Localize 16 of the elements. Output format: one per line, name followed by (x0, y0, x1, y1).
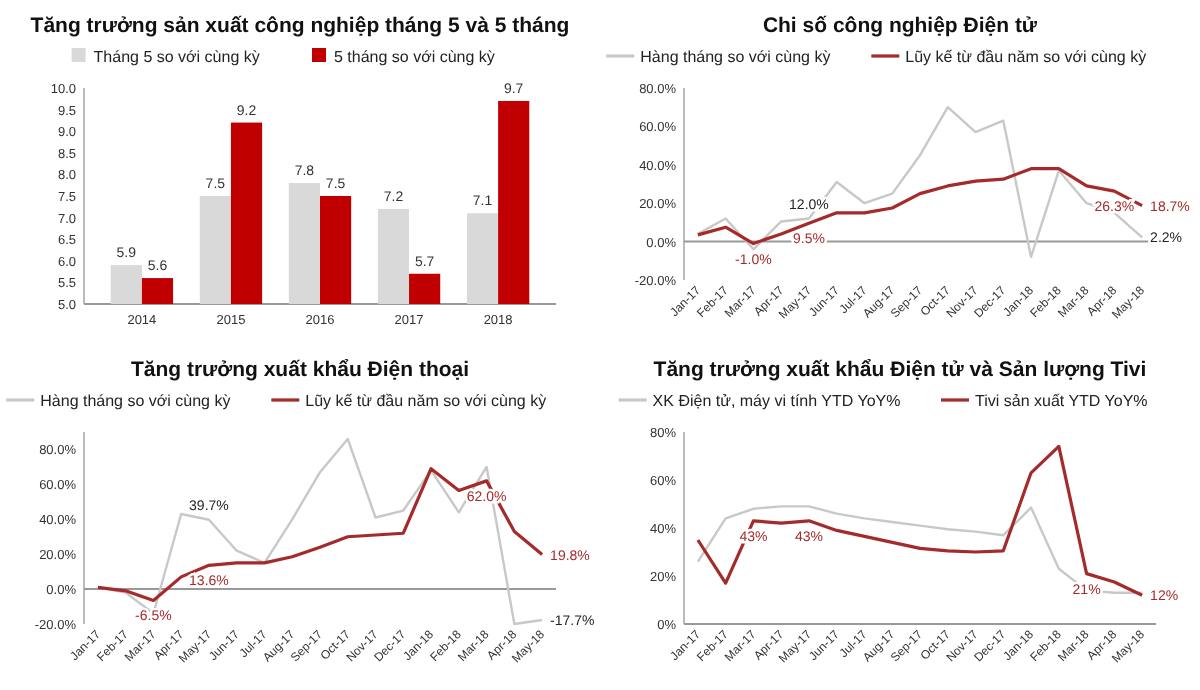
line-series (696, 167, 1144, 246)
legend-label: Lũy kế từ đầu năm so với cùng kỳ (305, 392, 547, 410)
line-series (696, 505, 1144, 594)
legend-label: Hàng tháng so với cùng kỳ (40, 392, 231, 410)
chart-title: Tăng trưởng xuất khẩu Điện tử và Sản lượng Tivi (653, 358, 1147, 382)
chart-title: Chi số công nghiệp Điện tử (762, 14, 1038, 38)
legend-label: Tivi sản xuất YTD YoY% (975, 392, 1148, 410)
chart-title: Tăng trưởng sản xuất công nghiệp tháng 5 và 5 tháng (30, 14, 570, 38)
legend-label: Lũy kế từ đầu năm so với cùng kỳ (905, 48, 1147, 66)
legend-label: Tháng 5 so với cùng kỳ (93, 48, 260, 66)
legend-label: XK Điện tử, máy vi tính YTD YoY% (652, 392, 901, 410)
chart-title: Tăng trưởng xuất khẩu Điện thoại (130, 358, 470, 382)
legend-label: 5 tháng so với cùng kỳ (334, 48, 495, 66)
line-series (96, 467, 544, 603)
legend-label: Hàng tháng so với cùng kỳ (640, 48, 831, 66)
line-series (696, 444, 1144, 597)
